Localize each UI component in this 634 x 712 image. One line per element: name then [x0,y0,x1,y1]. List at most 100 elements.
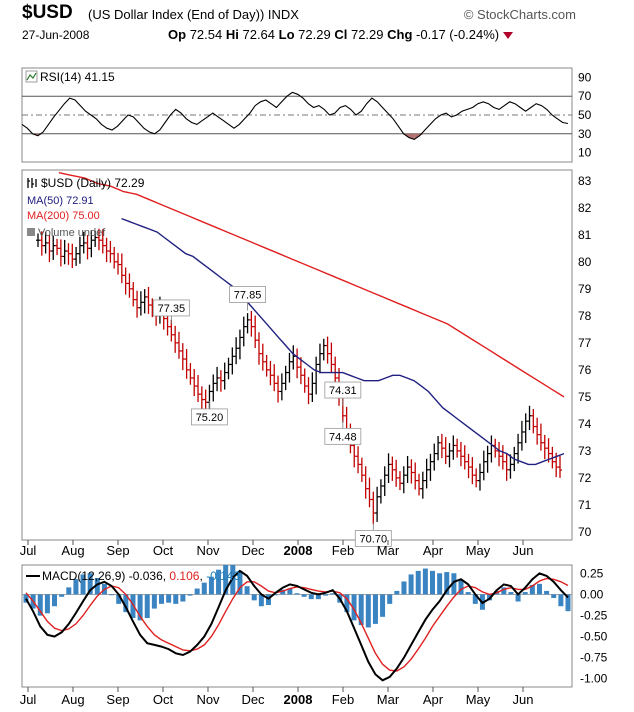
macd-hist-bar [380,594,386,617]
month-axis-top: Jul Aug Sep Oct Nov Dec 2008 Feb Mar Apr May Jun [20,540,534,558]
lo-label: Lo [278,27,295,42]
macd-hist-bar [558,594,564,607]
month-tick-label: Nov [196,692,220,707]
macd-hist-bar [444,572,450,595]
month-tick-label: Mar [377,543,400,558]
macd-hist-bar [130,594,136,619]
macd-ytick: -0.75 [580,651,608,665]
month-tick-label: Apr [423,543,444,558]
macd-hist-bar [315,594,321,600]
month-tick-label: Dec [241,692,265,707]
price-annotation: 75.20 [191,400,228,426]
macd-hist-bar [216,569,222,595]
macd-line [25,569,569,682]
macd-hist-bar [66,587,72,595]
macd-hist-bar [565,594,571,612]
month-tick-label: Nov [196,543,220,558]
month-tick-label: Oct [153,692,174,707]
macd-hist-bar [551,594,557,598]
price-legend-text: $USD (Daily) 72.29 [41,176,145,190]
month-tick-label: Feb [332,692,354,707]
quote-line: Op 72.54 Hi 72.64 Lo 72.29 Cl 72.29 Chg … [168,27,514,42]
macd-hist-bar [415,570,421,595]
rsi-line [21,91,569,141]
macd-hist-bar [515,594,521,602]
annotation-box [229,286,266,303]
rsi-ytick: 10 [578,146,592,160]
hi-label: Hi [225,27,239,42]
rsi-legend-glyph [26,72,37,81]
macd-legend-hist: -0.143 [206,569,240,583]
annotation-box [324,381,362,399]
macd-hist-bar [529,585,535,595]
chg-label: Chg [387,27,413,42]
price-ytick: 75 [578,390,592,404]
macd-hist-bar [536,583,542,595]
price-ytick: 71 [578,498,592,512]
chart-header: $USD (US Dollar Index (End of Day)) INDX… [0,0,634,50]
macd-ytick: -0.25 [580,608,608,622]
ohlc-glyph-icon [27,178,37,188]
month-tick-label: Jun [513,543,534,558]
down-triangle-icon [503,32,514,40]
price-legend: $USD (Daily) 72.29 MA(50) 72.91 MA(200) … [26,176,145,239]
price-ytick: 76 [578,363,592,377]
rsi-ytick: 30 [578,127,592,141]
macd-hist-bar [344,594,350,613]
price-ytick: 81 [578,228,592,242]
macd-hist-bar [465,592,471,595]
cl-label: Cl [334,27,348,42]
month-axis-bottom: Jul Aug Sep Oct Nov Dec 2008 Feb Mar Apr May Jun [20,687,533,707]
macd-hist-bar [458,580,464,595]
macd-hist-bar [287,588,293,595]
month-tick-label: Feb [332,543,354,558]
rsi-ytick: 50 [578,108,592,122]
macd-hist-bar [401,581,407,595]
volume-legend-text: Volume undef [38,227,106,239]
macd-hist-bar [330,593,336,595]
price-ytick: 74 [578,417,592,431]
price-annotation: 74.48 [324,420,362,445]
macd-hist-bar [180,594,186,602]
month-tick-label: Mar [377,692,400,707]
annotation-label: 74.48 [329,431,357,443]
macd-hist-bar [273,594,279,596]
macd-hist-bar [408,574,414,595]
macd-hist-bar [351,594,357,621]
chg-value: -0.17 (-0.24%) [416,27,500,42]
macd-legend-signal: 0.106 [169,569,199,583]
macd-hist-bar [194,588,200,595]
price-ytick: 83 [578,174,592,188]
ma50-legend-text: MA(50) 72.91 [27,195,94,207]
macd-hist-bar [244,586,250,595]
macd-hist-bar [166,594,172,603]
price-annotation: 70.70 [354,522,392,547]
price-ytick: 77 [578,336,592,350]
ma50-line [121,217,565,466]
rsi-legend: RSI(14) 41.15 [25,70,115,84]
macd-hist-bar [159,594,164,604]
price-ytick: 82 [578,201,592,215]
macd-hist-bar [544,590,550,595]
macd-hist-bar [237,570,243,595]
macd-hist-bar [387,594,393,604]
month-tick-label: May [466,543,491,558]
annotation-label: 75.20 [196,412,224,424]
macd-hist-bar [80,574,86,595]
price-ytick: 73 [578,444,592,458]
macd-hist-bar [87,573,93,595]
macd-hist-bar [358,594,364,626]
macd-hist-bar [59,594,65,597]
macd-ytick: -1.00 [580,672,608,686]
hi-value: 72.64 [242,27,276,42]
month-tick-label: Sep [106,543,129,558]
op-value: 72.54 [189,27,223,42]
macd-hist-bar [73,579,79,595]
rsi-legend-text: RSI(14) 41.15 [40,70,115,84]
macd-hist-bar [208,576,214,595]
annotation-label: 70.70 [360,533,388,545]
macd-hist-bar [23,594,29,603]
macd-legend-name: MACD(12,26,9) [42,569,125,583]
macd-ytick: 0.25 [580,566,604,580]
